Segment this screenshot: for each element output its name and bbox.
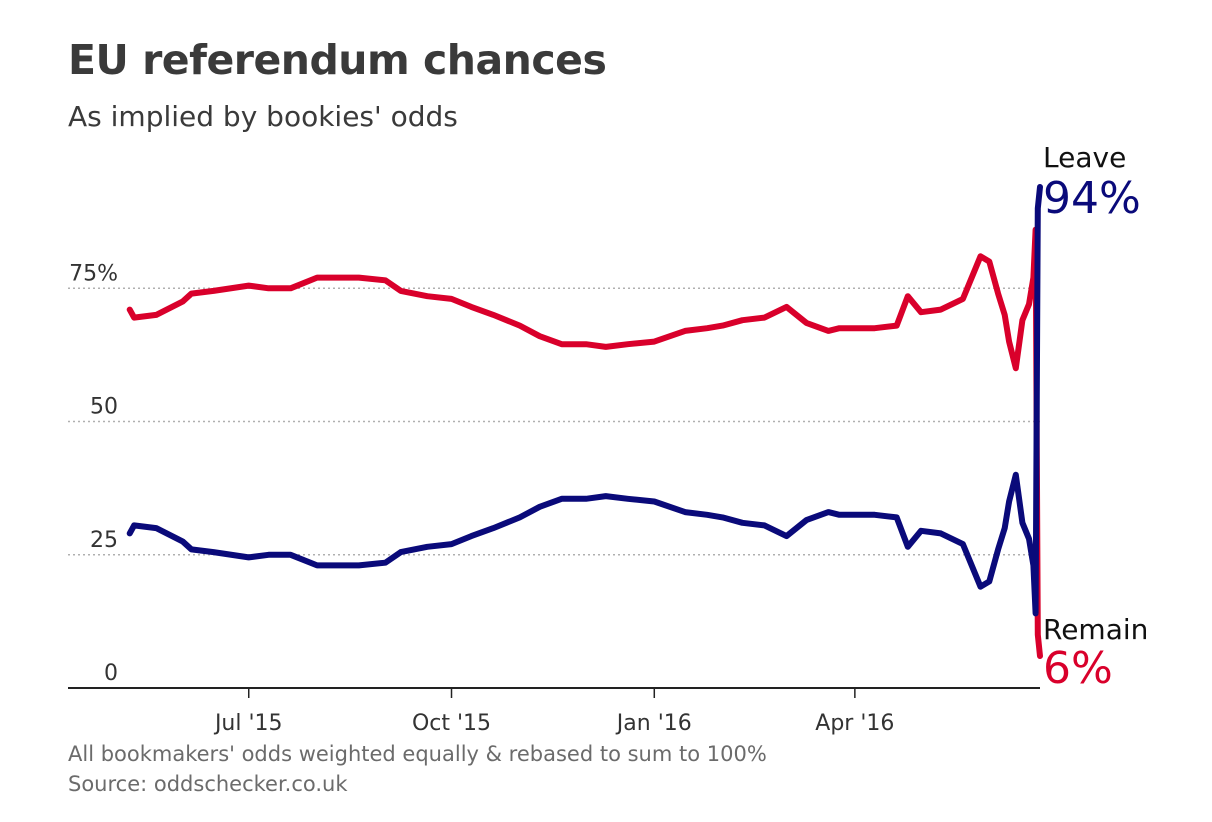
chart-title: EU referendum chances	[68, 36, 607, 84]
gridlines	[68, 287, 1040, 556]
remain-end-value: 6%	[1043, 643, 1113, 694]
series-line-leave	[126, 184, 1043, 617]
chart-source: Source: oddschecker.co.uk	[68, 772, 348, 796]
leave-end-label: Leave	[1043, 141, 1126, 174]
y-tick-label: 0	[104, 661, 118, 686]
chart-footnote: All bookmakers' odds weighted equally & …	[68, 742, 767, 766]
y-tick-label: 50	[90, 395, 118, 420]
x-tick-label: Jul '15	[213, 711, 283, 736]
series-lines	[126, 184, 1043, 659]
remain-end-label: Remain	[1043, 613, 1148, 646]
x-tick-label: Apr '16	[815, 711, 894, 736]
y-tick-label: 25	[90, 528, 118, 553]
chart-subtitle: As implied by bookies' odds	[68, 100, 458, 133]
leave-end-value: 94%	[1043, 173, 1141, 224]
y-axis-ticks: 0 25 50 75%	[69, 261, 118, 686]
series-line-remain	[126, 226, 1043, 659]
x-tick-label: Jan '16	[615, 711, 692, 736]
y-tick-label: 75%	[69, 261, 118, 286]
x-tick-label: Oct '15	[412, 711, 491, 736]
x-axis: Jul '15 Oct '15 Jan '16 Apr '16	[68, 687, 1040, 736]
